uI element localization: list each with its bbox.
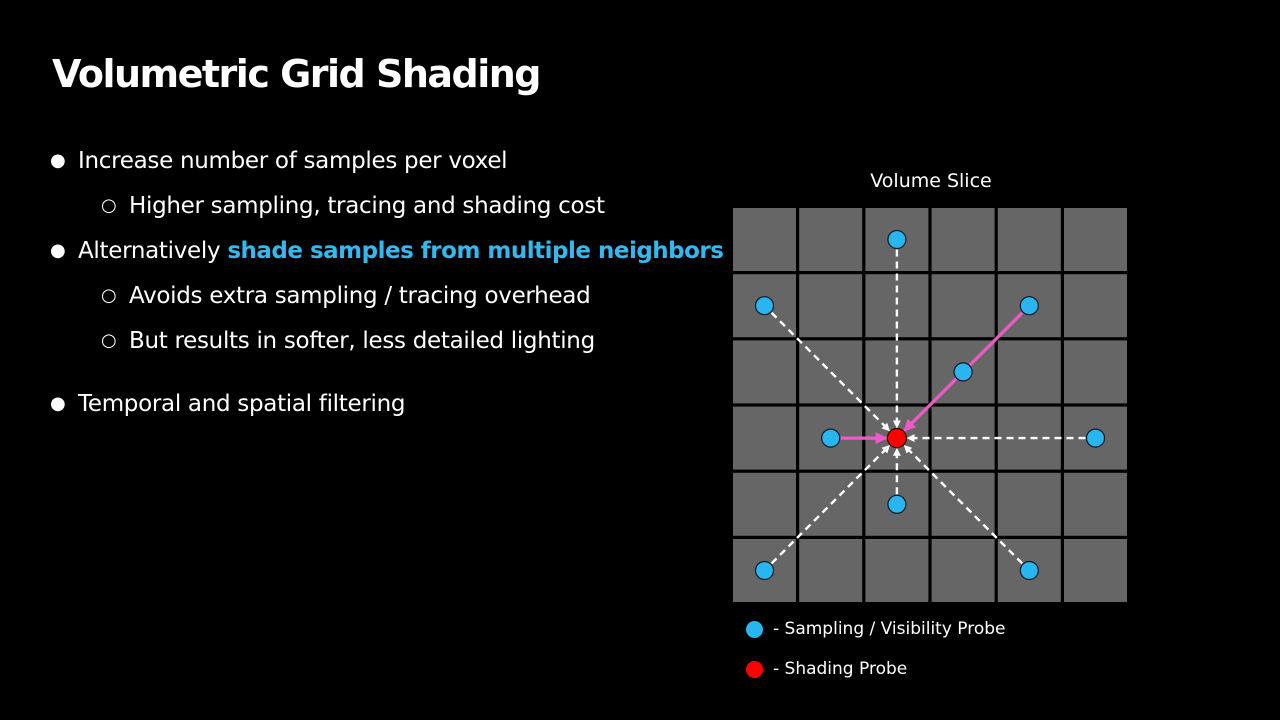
bullet-item: ● Increase number of samples per voxel [50, 142, 730, 187]
bullet-text-prefix: Alternatively [78, 238, 228, 264]
dashed-arrow [770, 311, 891, 432]
shading-probe-legend-icon [746, 660, 763, 678]
grid-cell [733, 472, 796, 536]
sub-bullet-marker: ○ [101, 330, 117, 351]
grid-cell [1064, 340, 1127, 404]
grid-cell [733, 208, 796, 271]
grid-cell [733, 406, 796, 470]
bullet-list: ● Increase number of samples per voxel ○… [50, 142, 730, 423]
sampling-probe [754, 560, 775, 581]
grid-cell [733, 340, 796, 404]
grid-cell [799, 539, 863, 602]
sampling-probe [887, 229, 907, 250]
bullet-text: Temporal and spatial filtering [78, 391, 406, 417]
grid-cell [1064, 539, 1127, 602]
grid-cell [997, 208, 1061, 271]
bullet-marker: ● [50, 150, 66, 171]
slide-title: Volumetric Grid Shading [52, 52, 542, 96]
sampling-probe [953, 362, 973, 382]
grid-cell [931, 539, 995, 602]
legend-label: - Sampling / Visibility Probe [773, 619, 1006, 639]
bullet-text: Increase number of samples per voxel [78, 148, 508, 174]
sampling-probe [887, 494, 907, 514]
grid-cell [799, 208, 863, 271]
dashed-arrow [770, 444, 891, 565]
sampling-probe [754, 296, 775, 316]
highlighted-text: shade samples from multiple neighbors [227, 238, 724, 264]
sub-bullet-text: But results in softer, less detailed lig… [129, 328, 595, 354]
diagram-title: Volume Slice [870, 170, 992, 192]
grid-cell [1064, 274, 1127, 338]
sub-bullet-marker: ○ [101, 285, 117, 306]
bullet-item: ● Alternatively shade samples from multi… [50, 232, 730, 277]
sampling-probe [821, 428, 841, 448]
grid-cell [931, 274, 995, 338]
sampling-probe-legend-icon [746, 620, 763, 638]
sampling-probe [1019, 296, 1039, 316]
bullet-marker: ● [50, 240, 66, 261]
sub-bullet-text: Higher sampling, tracing and shading cos… [129, 193, 605, 219]
sub-bullet-text: Avoids extra sampling / tracing overhead [129, 283, 591, 309]
legend-item-sampling: - Sampling / Visibility Probe [746, 618, 1006, 640]
grid-cell [865, 539, 929, 602]
dashed-arrow [903, 444, 1024, 565]
grid-cell [799, 274, 863, 338]
sub-bullet-item: ○ Higher sampling, tracing and shading c… [50, 187, 730, 232]
bullet-item: ● Temporal and spatial filtering [50, 385, 730, 423]
legend-label: - Shading Probe [773, 659, 908, 679]
sampling-probe [1085, 428, 1106, 448]
sub-bullet-item: ○ But results in softer, less detailed l… [50, 322, 730, 367]
grid-cell [1064, 472, 1127, 536]
legend-item-shading: - Shading Probe [746, 658, 907, 680]
shading-probe [886, 428, 908, 449]
sub-bullet-marker: ○ [101, 195, 117, 216]
grid-cell [1064, 208, 1127, 271]
bullet-marker: ● [50, 393, 66, 414]
grid-cell [997, 340, 1061, 404]
sub-bullet-item: ○ Avoids extra sampling / tracing overhe… [50, 277, 730, 322]
grid-cell [997, 472, 1061, 536]
grid-cell [931, 208, 995, 271]
sampling-probe [1019, 560, 1039, 581]
